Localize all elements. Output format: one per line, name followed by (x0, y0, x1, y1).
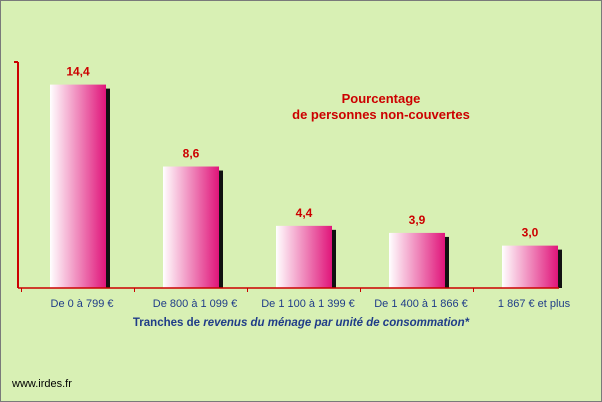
chart-title-line-2: de personnes non-couvertes (292, 107, 470, 122)
x-tick-label: De 1 400 à 1 866 € (374, 298, 468, 310)
bar (50, 84, 106, 288)
bar-value-label: 14,4 (66, 65, 90, 79)
chart-title: Pourcentage de personnes non-couvertes (281, 91, 481, 123)
x-axis-title-italic: revenus du ménage par unité de consommat… (203, 317, 470, 329)
x-axis-title: Tranches de revenus du ménage par unité … (41, 317, 561, 329)
site-url: www.irdes.fr (12, 378, 72, 390)
bar (163, 166, 219, 288)
bar-value-label: 4,4 (296, 206, 313, 220)
bar (276, 225, 332, 288)
x-tick-label: De 1 100 à 1 399 € (261, 298, 355, 310)
x-axis-title-plain: Tranches de (132, 317, 204, 329)
bar-value-label: 8,6 (183, 147, 200, 161)
bar-value-label: 3,0 (522, 226, 539, 240)
bar (389, 232, 445, 288)
x-tick-label: 1 867 € et plus (498, 298, 571, 310)
x-tick-label: De 0 à 799 € (51, 298, 114, 310)
x-tick-label: De 800 à 1 099 € (153, 298, 237, 310)
bar-value-label: 3,9 (409, 213, 426, 227)
bar (502, 245, 558, 288)
chart-title-line-1: Pourcentage (341, 91, 421, 106)
